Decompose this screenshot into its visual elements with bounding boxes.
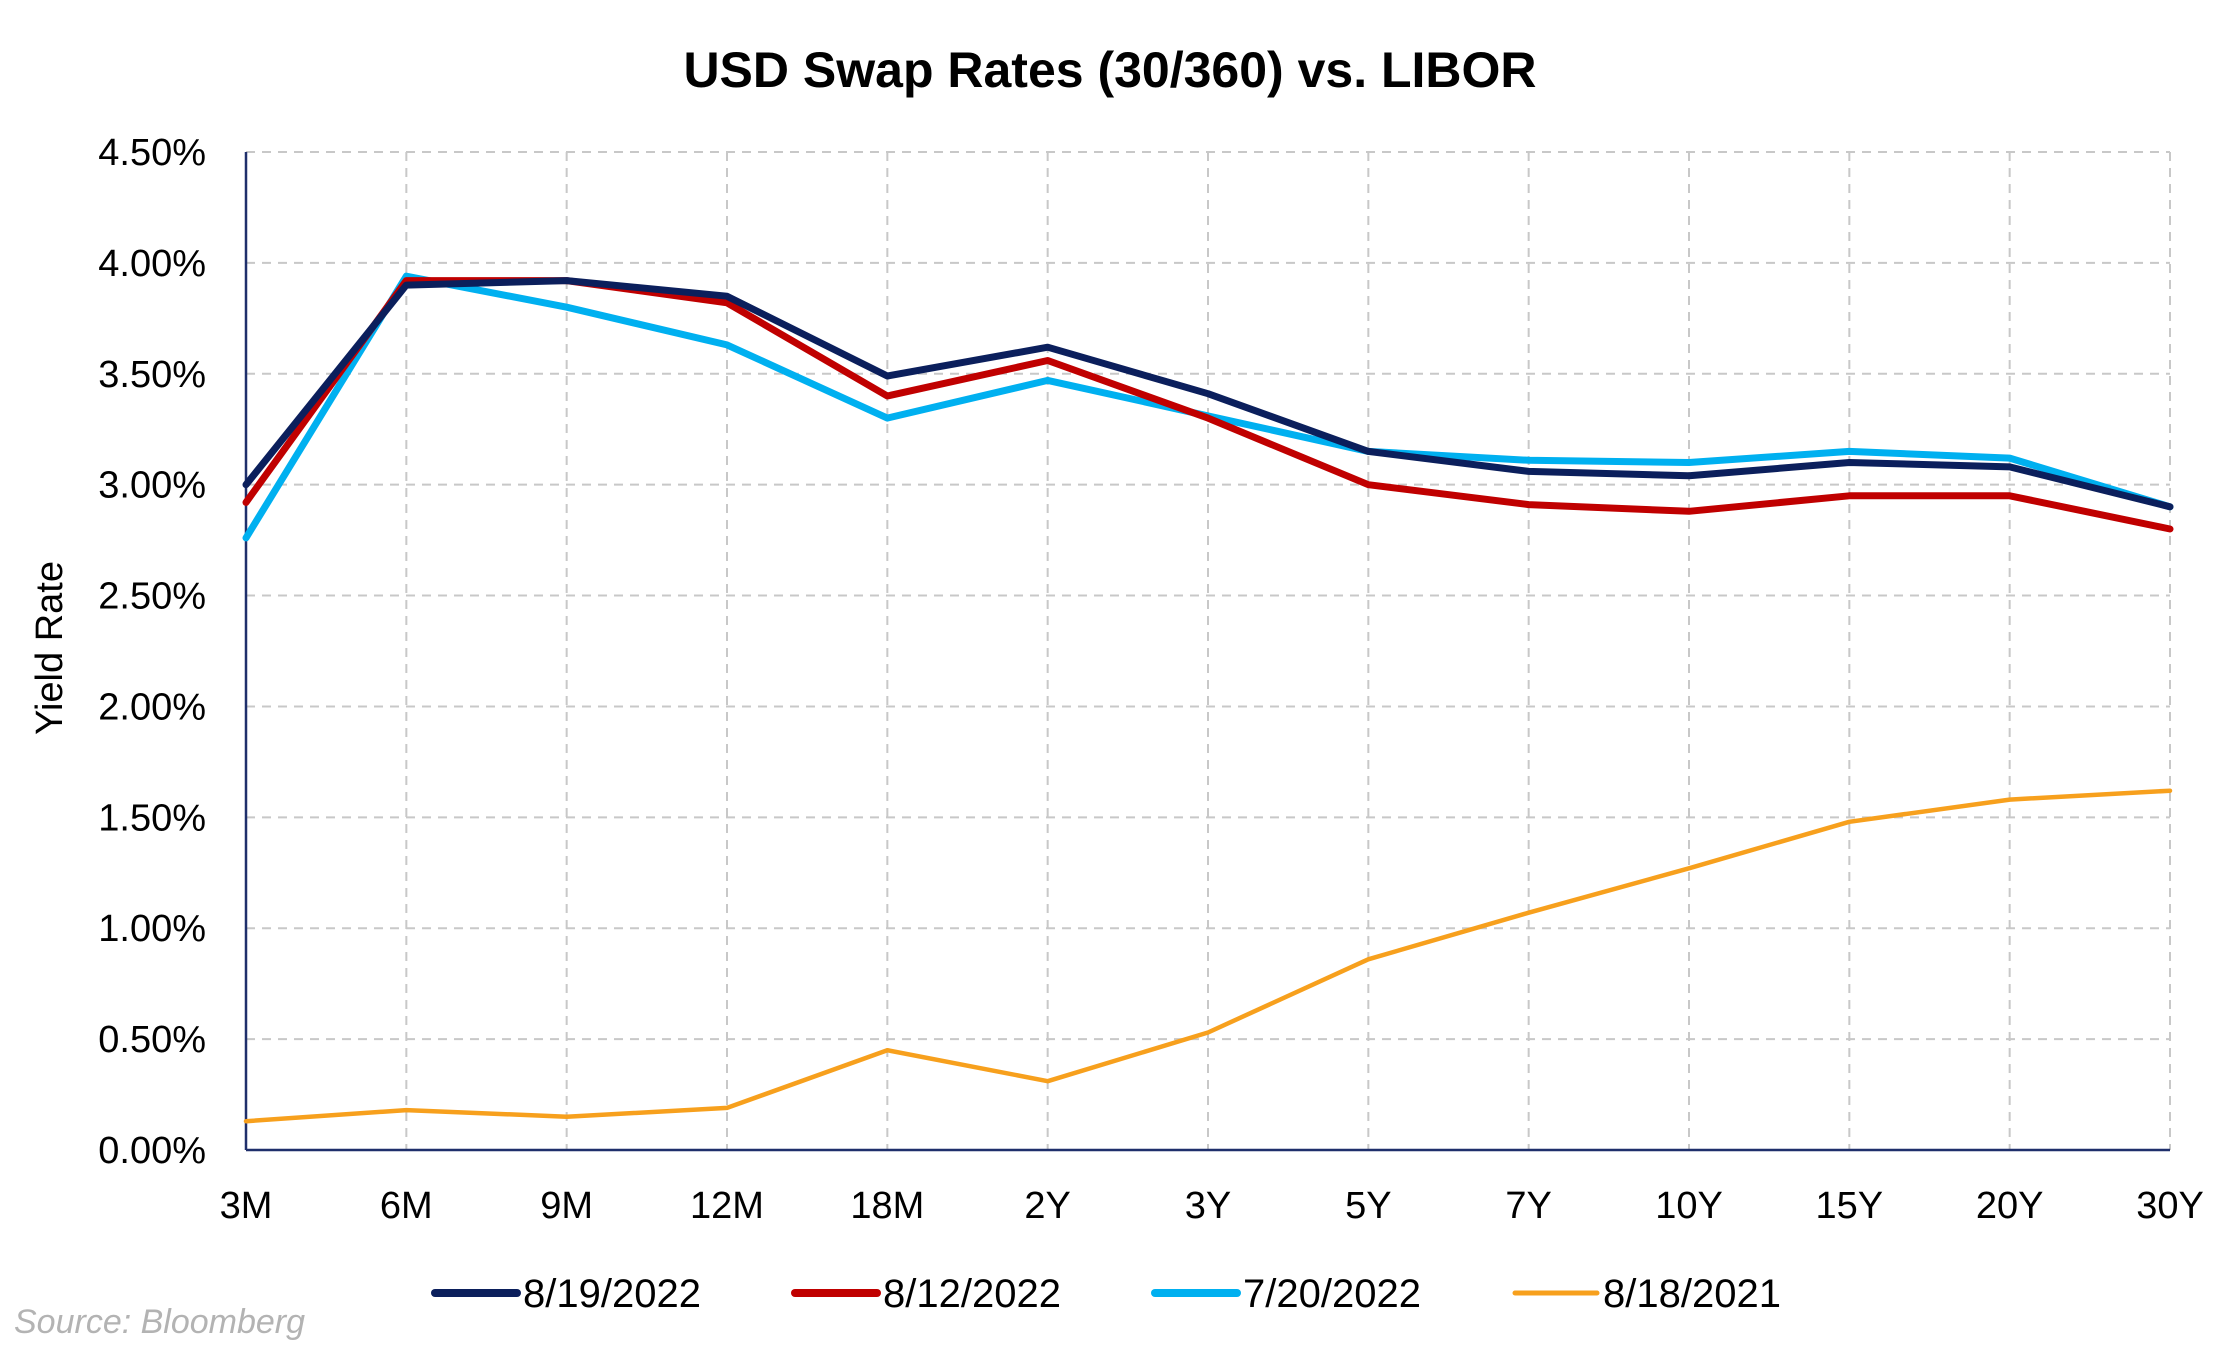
x-tick-label: 15Y — [1816, 1185, 1884, 1227]
y-tick-label: 4.00% — [98, 243, 206, 285]
x-tick-label: 3M — [220, 1185, 273, 1227]
y-tick-label: 1.50% — [98, 797, 206, 839]
y-tick-label: 2.00% — [98, 686, 206, 728]
y-axis-ticks: 0.00% 0.50% 1.00% 1.50% 2.00% 2.50% 3.00% 3.50%… — [98, 132, 206, 1172]
y-tick-label: 1.00% — [98, 908, 206, 950]
x-tick-label: 3Y — [1185, 1185, 1231, 1227]
x-tick-label: 2Y — [1024, 1185, 1070, 1227]
y-tick-label: 4.50% — [98, 132, 206, 174]
x-tick-label: 18M — [850, 1185, 924, 1227]
x-tick-label: 20Y — [1976, 1185, 2044, 1227]
y-tick-label: 3.50% — [98, 354, 206, 396]
series-line-8-18-2021 — [243, 788, 2173, 1124]
y-tick-label: 2.50% — [98, 576, 206, 618]
legend-label: 7/20/2022 — [1243, 1272, 1421, 1316]
y-axis-label: Yield Rate — [29, 561, 71, 735]
legend-label: 8/19/2022 — [523, 1272, 701, 1316]
source-note: Source: Bloomberg — [14, 1303, 305, 1341]
legend: 8/19/2022 8/12/2022 7/20/2022 8/18/2021 — [431, 1272, 1781, 1316]
chart-title: USD Swap Rates (30/360) vs. LIBOR — [683, 42, 1536, 98]
gridlines — [246, 151, 2171, 1150]
axes — [244, 152, 2170, 1152]
y-tick-label: 3.00% — [98, 465, 206, 507]
y-tick-label: 0.50% — [98, 1019, 206, 1061]
x-tick-label: 9M — [540, 1185, 593, 1227]
legend-label: 8/12/2022 — [883, 1272, 1061, 1316]
legend-label: 8/18/2021 — [1603, 1272, 1781, 1316]
series-line-8-19-2022 — [242, 277, 2174, 511]
series-lines — [242, 272, 2174, 1124]
x-tick-label: 6M — [380, 1185, 433, 1227]
x-tick-label: 5Y — [1345, 1185, 1391, 1227]
x-axis-ticks: 3M 6M 9M 12M 18M 2Y 3Y 5Y 7Y 10Y 15Y 20Y 30Y — [220, 1185, 2204, 1227]
x-tick-label: 7Y — [1505, 1185, 1551, 1227]
x-tick-label: 30Y — [2136, 1185, 2204, 1227]
y-tick-label: 0.00% — [98, 1130, 206, 1172]
x-tick-label: 10Y — [1655, 1185, 1723, 1227]
x-tick-label: 12M — [690, 1185, 764, 1227]
